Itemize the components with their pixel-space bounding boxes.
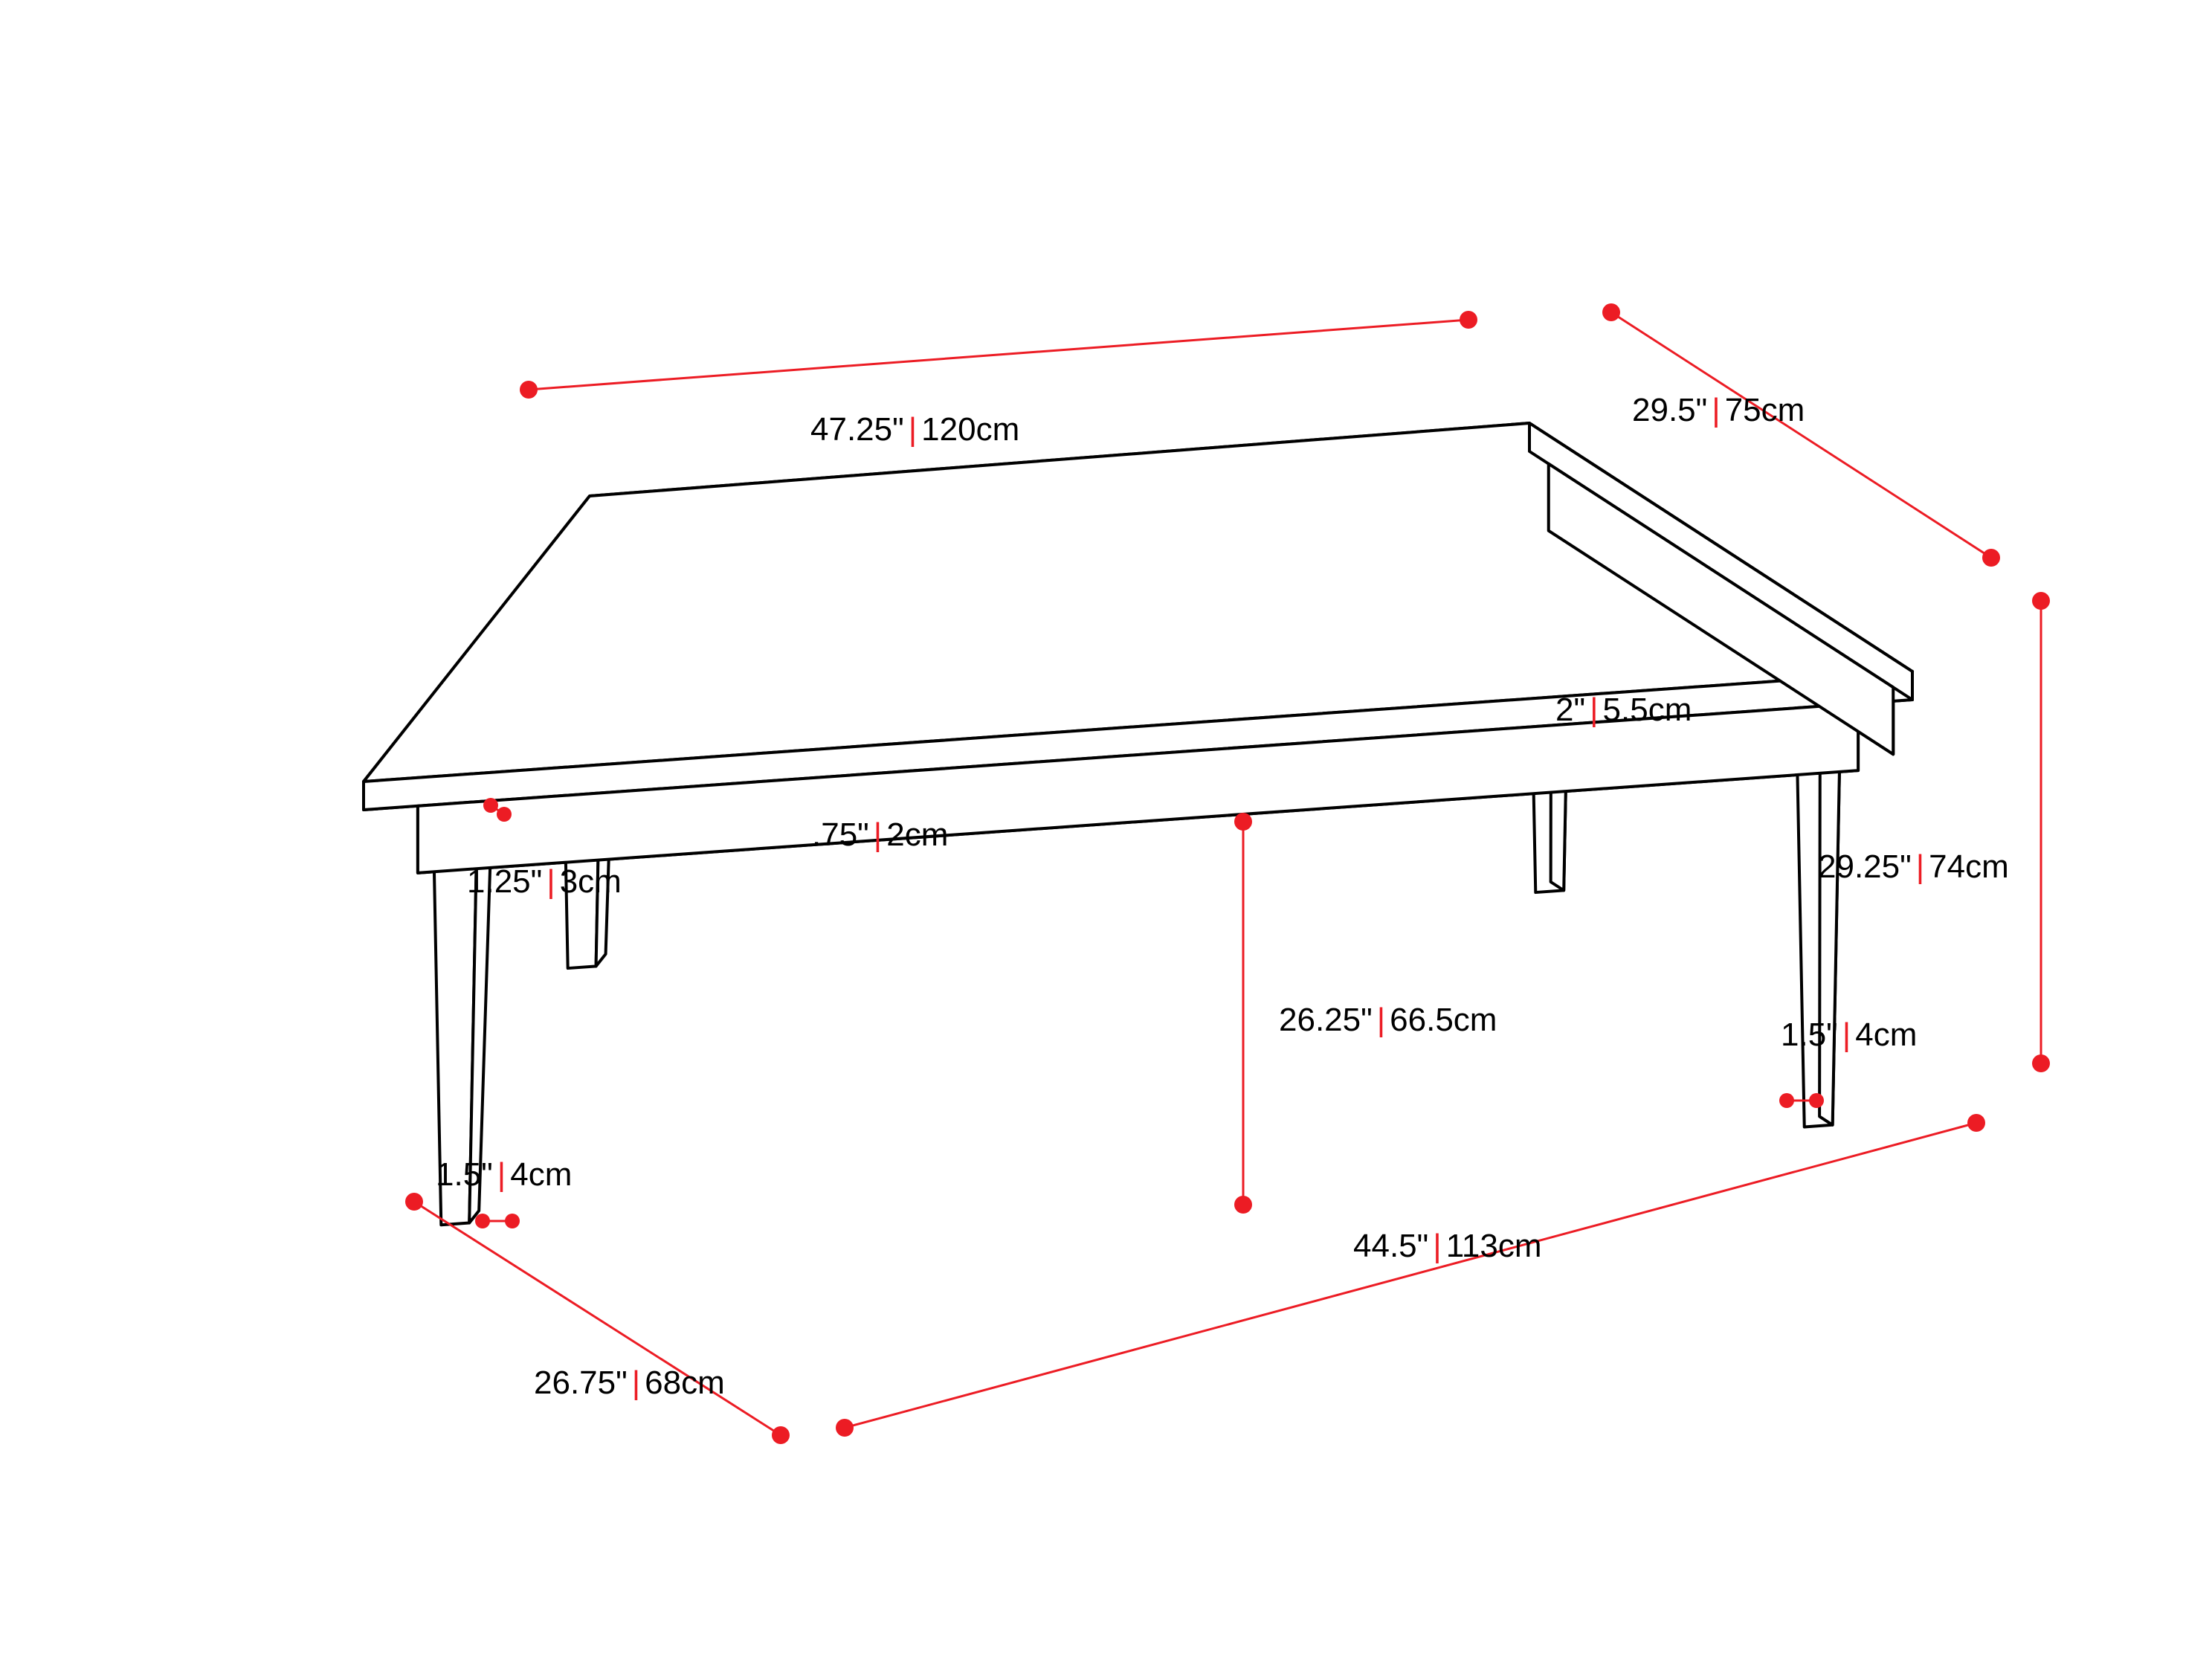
dim-leg_w_fl-imperial: 1.5" xyxy=(436,1156,493,1193)
dim-leg_w_fl-metric: 4cm xyxy=(510,1156,572,1193)
dim-top_depth-imperial: 29.5" xyxy=(1632,392,1707,428)
dim-leg_w_br-metric: 4cm xyxy=(1855,1017,1917,1053)
dim-base_length-metric: 113cm xyxy=(1446,1228,1542,1264)
separator: | xyxy=(1377,1002,1385,1038)
separator: | xyxy=(497,1156,506,1193)
dim-full_height-metric: 74cm xyxy=(1929,848,2009,885)
separator: | xyxy=(909,411,917,448)
separator: | xyxy=(1916,848,1924,885)
dim-apron_thick-imperial: 2" xyxy=(1555,692,1585,728)
dim-leg_w_br-imperial: 1.5" xyxy=(1781,1017,1838,1053)
dim-leg_to_floor-metric: 66.5cm xyxy=(1390,1002,1497,1038)
diagram-svg xyxy=(0,0,2212,1659)
dim-leg_w_fl: 1.5"|4cm xyxy=(436,1159,572,1191)
separator: | xyxy=(1712,392,1720,428)
separator: | xyxy=(1590,692,1598,728)
dim-edge_inset: 1.25"|3cm xyxy=(467,866,622,898)
dim-leg_w_br: 1.5"|4cm xyxy=(1781,1019,1917,1051)
dim-full_height-imperial: 29.25" xyxy=(1818,848,1912,885)
separator: | xyxy=(874,816,882,853)
dim-base_depth: 26.75"|68cm xyxy=(534,1367,725,1399)
dim-top_length-imperial: 47.25" xyxy=(810,411,904,448)
dim-leg_to_floor-imperial: 26.25" xyxy=(1279,1002,1373,1038)
dim-top_length-metric: 120cm xyxy=(921,411,1019,448)
dim-top_depth-metric: 75cm xyxy=(1725,392,1805,428)
dim-base_length: 44.5"|113cm xyxy=(1353,1230,1542,1263)
separator: | xyxy=(1842,1017,1851,1053)
dim-edge_inset-imperial: 1.25" xyxy=(467,863,542,900)
diagram-stage: 47.25"|120cm29.5"|75cm2"|5.5cm.75"|2cm1.… xyxy=(0,0,2212,1659)
dim-full_height: 29.25"|74cm xyxy=(1818,851,2009,883)
separator: | xyxy=(1433,1228,1441,1264)
dim-top_thick-metric: 2cm xyxy=(886,816,948,853)
dim-top_depth: 29.5"|75cm xyxy=(1632,394,1805,427)
dim-edge_inset-metric: 3cm xyxy=(560,863,622,900)
separator: | xyxy=(632,1365,640,1401)
separator: | xyxy=(546,863,555,900)
dim-apron_thick-metric: 5.5cm xyxy=(1603,692,1692,728)
dim-top_length: 47.25"|120cm xyxy=(810,413,1019,446)
dim-leg_to_floor: 26.25"|66.5cm xyxy=(1279,1004,1497,1037)
dim-base_length-imperial: 44.5" xyxy=(1353,1228,1428,1264)
dim-top_thick: .75"|2cm xyxy=(812,819,948,851)
dim-top_thick-imperial: .75" xyxy=(812,816,869,853)
dim-base_depth-metric: 68cm xyxy=(645,1365,725,1401)
dim-base_depth-imperial: 26.75" xyxy=(534,1365,628,1401)
dim-apron_thick: 2"|5.5cm xyxy=(1555,694,1692,727)
